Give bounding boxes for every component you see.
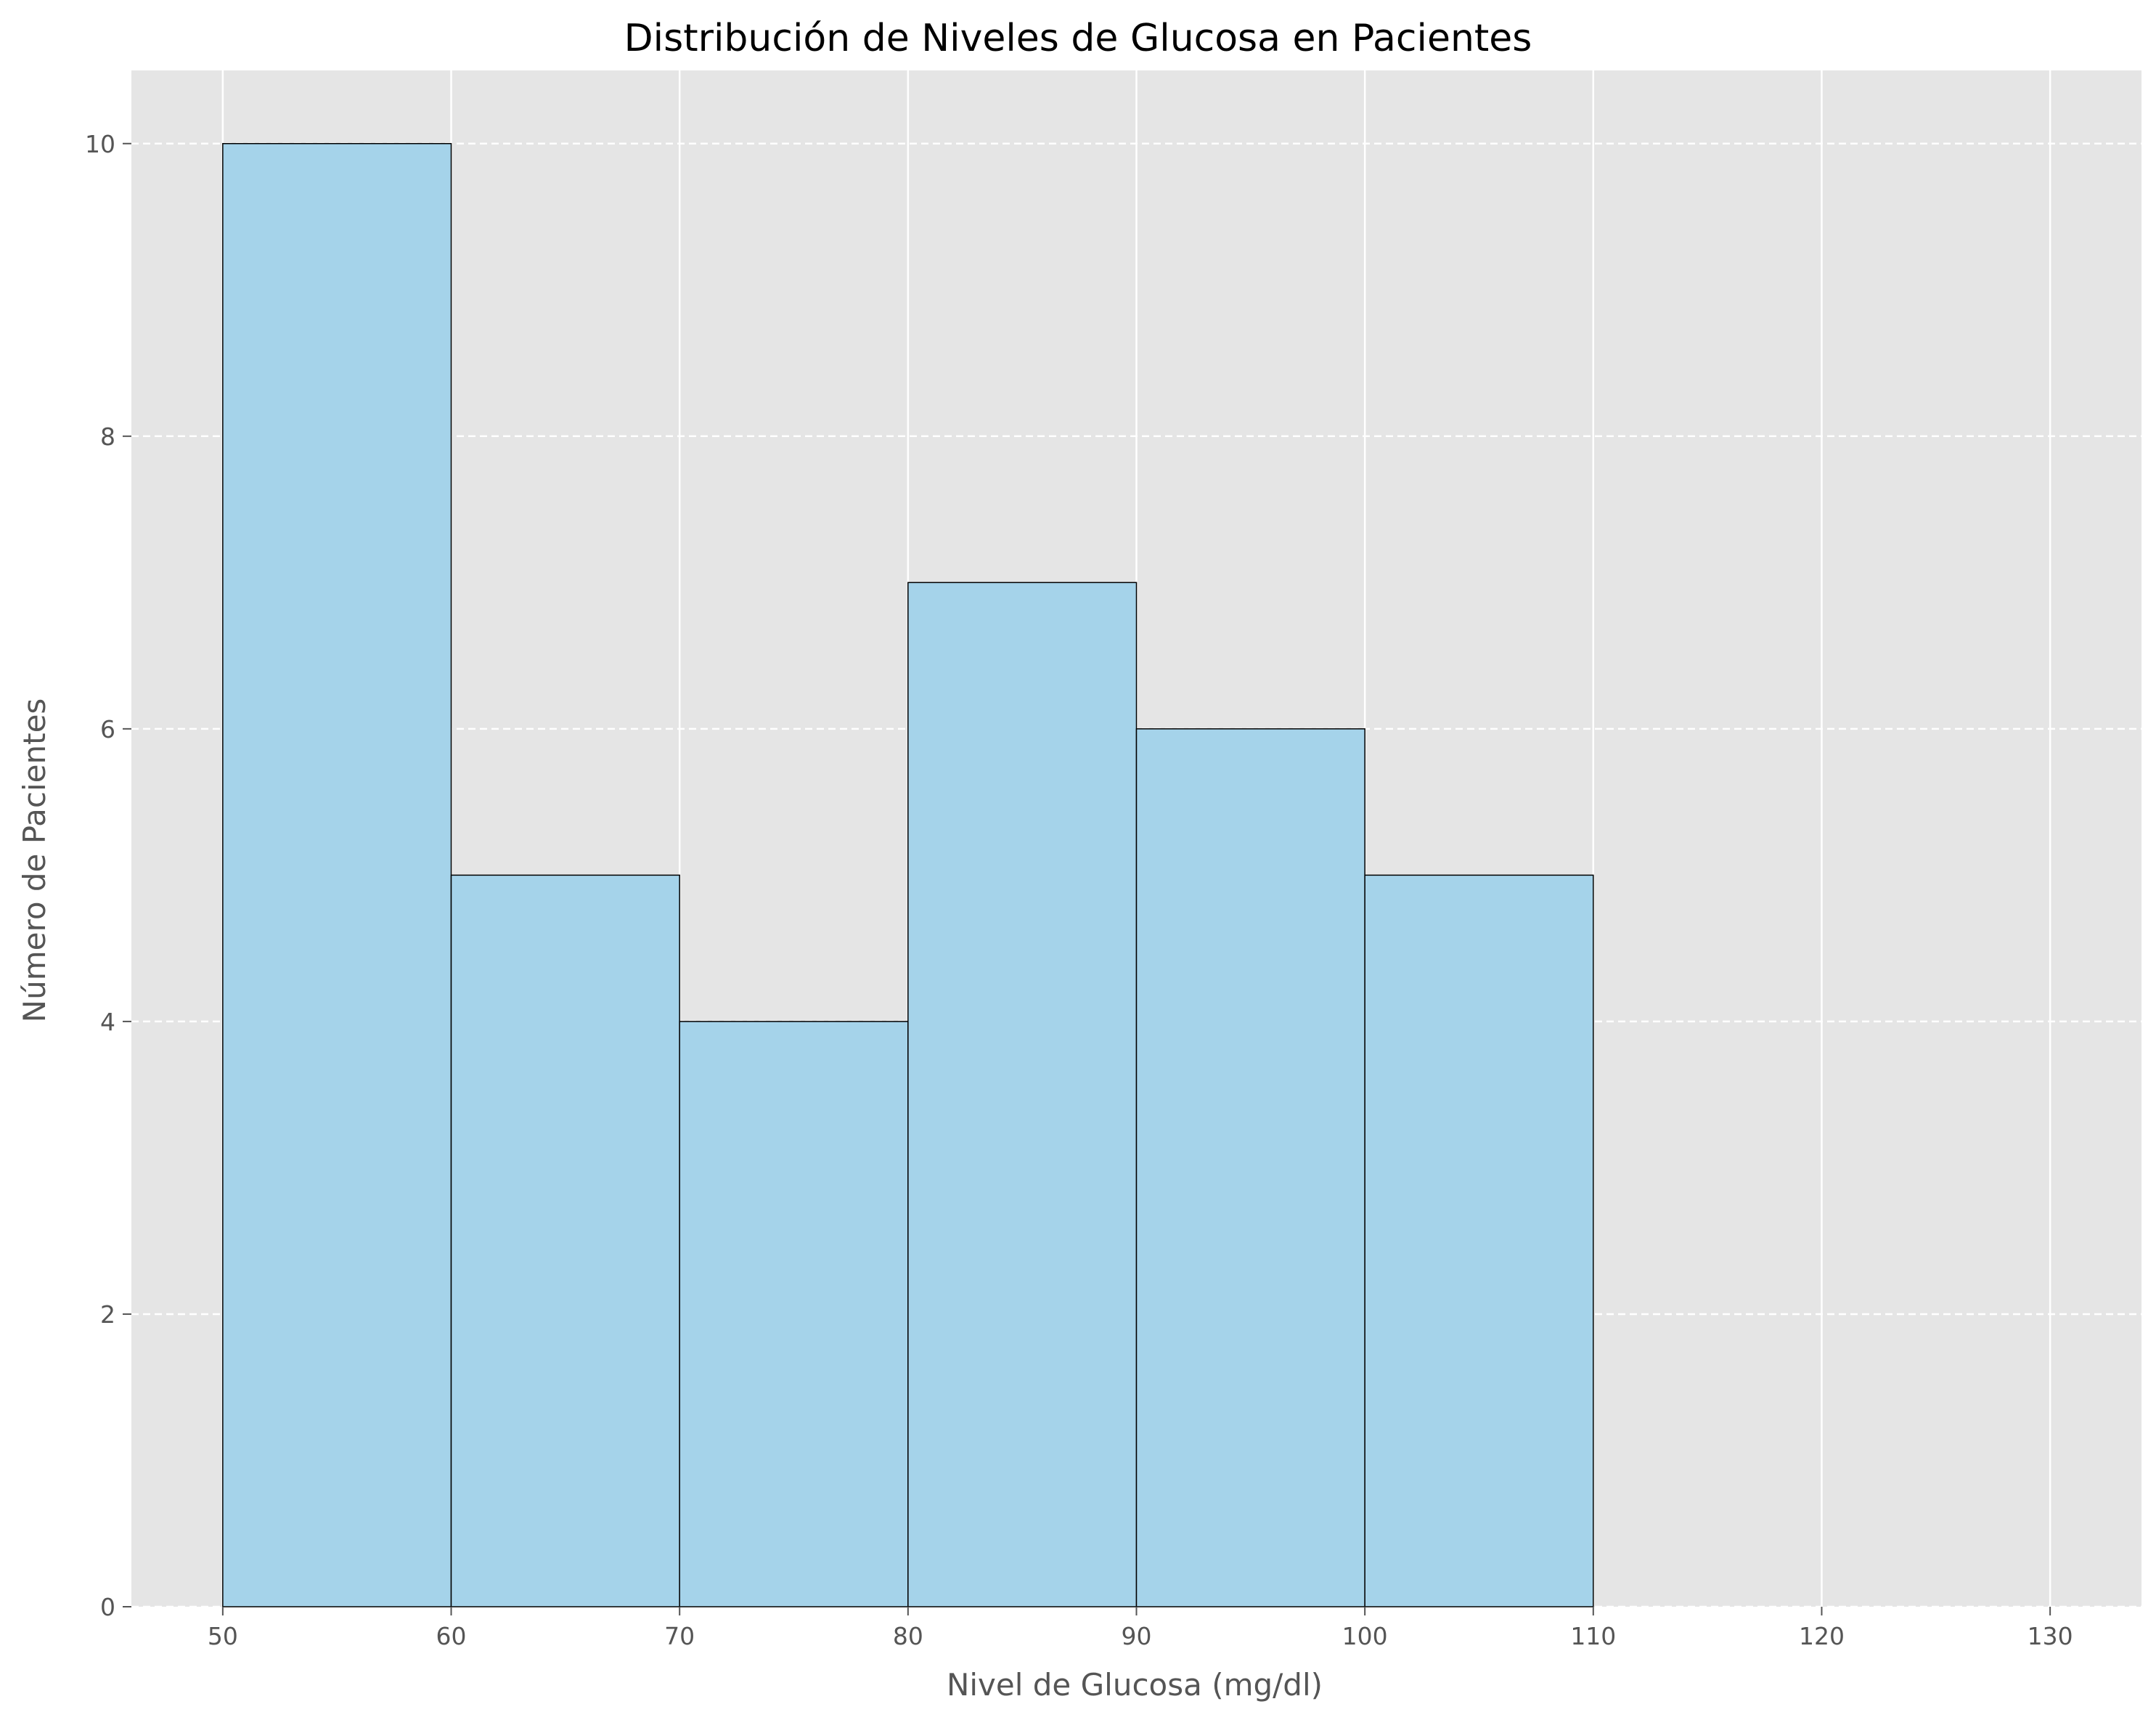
histogram-bars xyxy=(222,143,1594,1607)
y-tick-label: 10 xyxy=(85,130,115,158)
x-axis-ticks: 50 60 70 80 90 100 110 120 130 xyxy=(208,1607,2073,1650)
x-tick-label: 130 xyxy=(2028,1622,2073,1650)
x-tick-label: 50 xyxy=(208,1622,238,1650)
chart-title: Distribución de Niveles de Glucosa en Pa… xyxy=(624,17,1532,60)
x-tick-label: 110 xyxy=(1570,1622,1616,1650)
x-tick-label: 120 xyxy=(1799,1622,1845,1650)
x-tick-label: 80 xyxy=(893,1622,923,1650)
y-axis-label: Número de Pacientes xyxy=(17,698,52,1023)
x-axis-label: Nivel de Glucosa (mg/dl) xyxy=(947,1667,1323,1703)
y-tick-label: 4 xyxy=(100,1008,115,1036)
histogram-bar xyxy=(1364,874,1594,1607)
x-tick-label: 70 xyxy=(664,1622,695,1650)
histogram-bar xyxy=(222,143,452,1607)
x-tick-label: 90 xyxy=(1122,1622,1152,1650)
histogram-bar xyxy=(450,874,680,1607)
y-axis-ticks: 0 2 4 6 8 10 xyxy=(85,130,131,1621)
x-tick-label: 100 xyxy=(1342,1622,1388,1650)
y-tick-label: 0 xyxy=(100,1593,115,1621)
histogram-bar xyxy=(679,1021,909,1607)
y-tick-label: 8 xyxy=(100,423,115,451)
y-tick-label: 2 xyxy=(100,1300,115,1329)
histogram-bar xyxy=(1135,728,1365,1607)
y-tick-label: 6 xyxy=(100,715,115,743)
histogram-bar xyxy=(907,582,1138,1607)
x-tick-label: 60 xyxy=(436,1622,467,1650)
